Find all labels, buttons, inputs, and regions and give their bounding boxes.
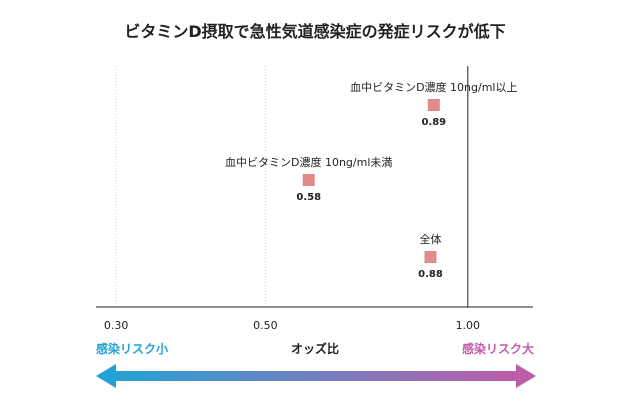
point-value: 0.58: [296, 192, 321, 203]
point-marker: [302, 174, 315, 186]
x-tick-label: 0.50: [253, 319, 278, 332]
low-risk-caption: 感染リスク小: [96, 342, 169, 356]
x-axis-label: オッズ比: [290, 342, 339, 356]
point-value: 0.89: [421, 117, 446, 128]
grid-lines: [115, 66, 266, 307]
point-label: 血中ビタミンD濃度 10ng/ml未満: [225, 155, 392, 169]
chart-title: ビタミンD摂取で急性気道感染症の発症リスクが低下: [124, 22, 506, 41]
data-points: 血中ビタミンD濃度 10ng/ml以上 0.89 血中ビタミンD濃度 10ng/ml…: [225, 80, 517, 280]
point-marker: [424, 251, 437, 263]
high-risk-caption: 感染リスク大: [461, 342, 534, 356]
point-marker: [427, 99, 440, 111]
x-tick-label: 0.30: [104, 319, 129, 332]
point-label: 血中ビタミンD濃度 10ng/ml以上: [350, 80, 517, 94]
risk-gradient-arrow: [96, 364, 536, 388]
gradient-arrow-shape: [96, 364, 536, 388]
x-tick-label: 1.00: [456, 319, 481, 332]
forest-plot: 0.30 0.50 1.00 血中ビタミンD濃度 10ng/ml以上0.89血中ビタ…: [96, 66, 533, 332]
x-ticks: 0.30 0.50 1.00: [104, 319, 480, 332]
point-label: 全体: [419, 232, 441, 246]
axes: [96, 66, 533, 308]
point-value: 0.88: [418, 269, 443, 280]
